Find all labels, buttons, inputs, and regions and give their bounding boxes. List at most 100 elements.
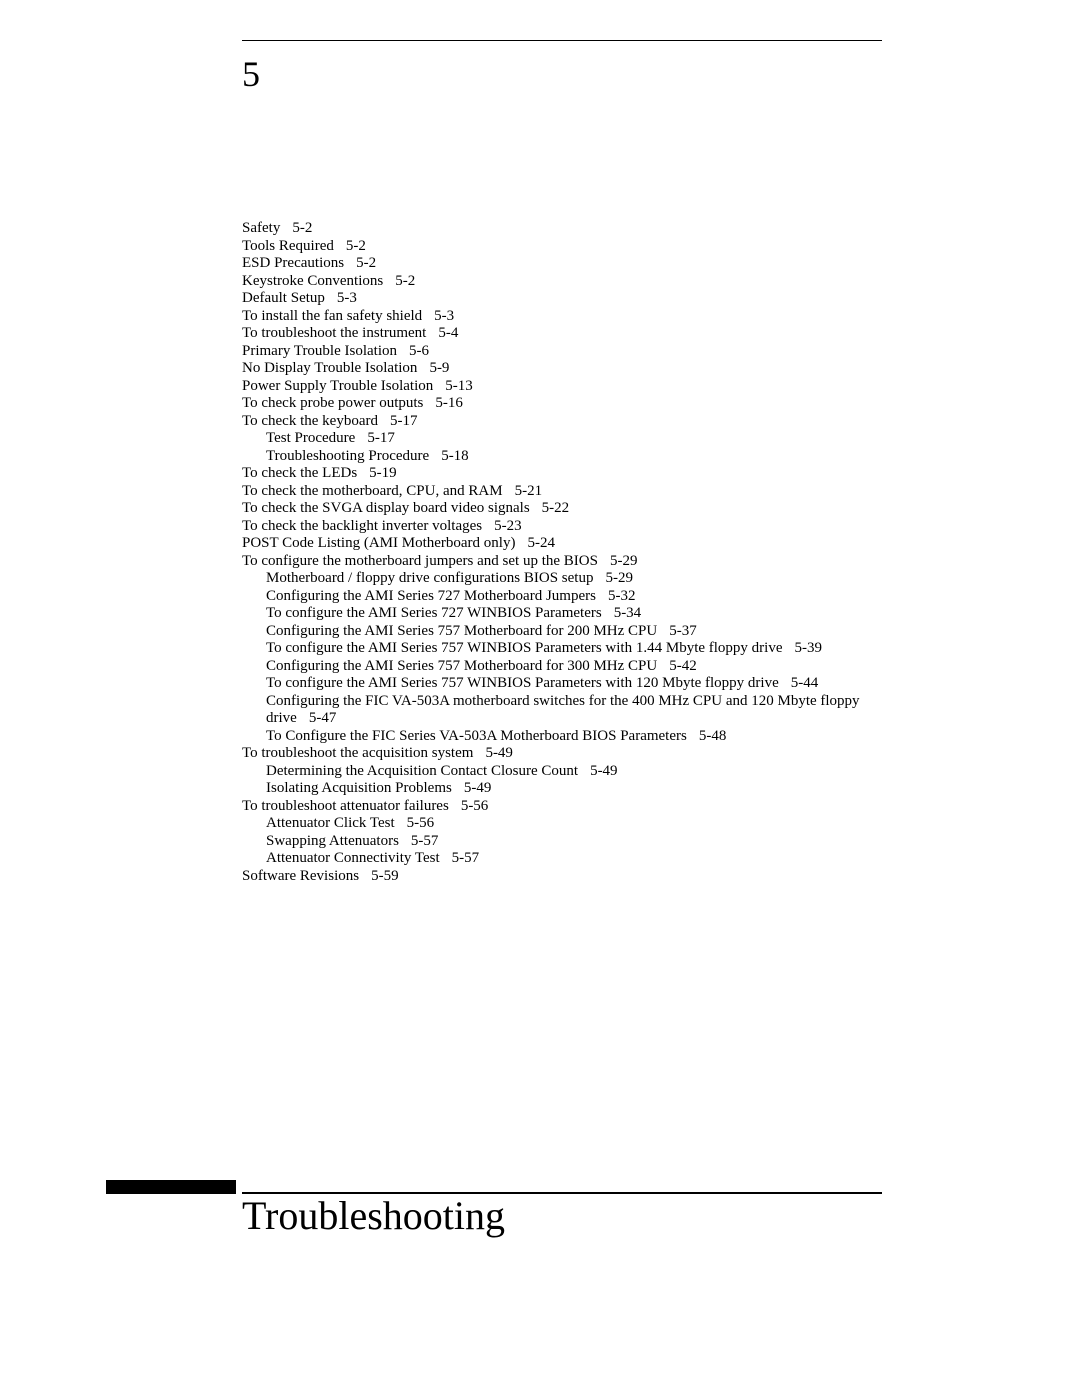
toc-entry: POST Code Listing (AMI Motherboard only)… xyxy=(242,535,882,553)
toc-entry: Attenuator Connectivity Test5-57 xyxy=(242,850,882,868)
toc-entry: To install the fan safety shield5-3 xyxy=(242,308,882,326)
toc-entry: ESD Precautions5-2 xyxy=(242,255,882,273)
toc-entry-page: 5-32 xyxy=(596,588,636,604)
toc-entry-page: 5-49 xyxy=(473,745,513,761)
toc-entry-text: To configure the motherboard jumpers and… xyxy=(242,553,598,569)
toc-entry-page: 5-44 xyxy=(779,675,819,691)
toc-entry-text: ESD Precautions xyxy=(242,255,344,271)
toc-entry: Tools Required5-2 xyxy=(242,238,882,256)
toc-entry-page: 5-19 xyxy=(357,465,397,481)
chapter-title: Troubleshooting xyxy=(242,1192,882,1236)
toc-entry-text: Swapping Attenuators xyxy=(266,833,399,849)
toc-entry-text: To check the motherboard, CPU, and RAM xyxy=(242,483,503,499)
toc-entry-page: 5-9 xyxy=(417,360,449,376)
toc-entry-text: Troubleshooting Procedure xyxy=(266,448,429,464)
toc-entry: Primary Trouble Isolation5-6 xyxy=(242,343,882,361)
toc-entry-page: 5-3 xyxy=(325,290,357,306)
toc-entry: Attenuator Click Test5-56 xyxy=(242,815,882,833)
toc-entry-text: To install the fan safety shield xyxy=(242,308,422,324)
toc-entry: To check probe power outputs5-16 xyxy=(242,395,882,413)
toc-entry-text: To Configure the FIC Series VA-503A Moth… xyxy=(266,728,687,744)
toc-entry-page: 5-3 xyxy=(422,308,454,324)
chapter-number: 5 xyxy=(242,56,260,92)
toc-entry-text: Safety xyxy=(242,220,280,236)
toc-entry-page: 5-39 xyxy=(783,640,823,656)
toc-entry-page: 5-23 xyxy=(482,518,522,534)
toc-entry-page: 5-2 xyxy=(344,255,376,271)
toc-entry: Configuring the AMI Series 757 Motherboa… xyxy=(242,658,882,676)
toc-entry-text: To troubleshoot the acquisition system xyxy=(242,745,473,761)
toc-entry: No Display Trouble Isolation5-9 xyxy=(242,360,882,378)
toc-entry-text: Motherboard / floppy drive configuration… xyxy=(266,570,593,586)
toc-entry-text: Attenuator Click Test xyxy=(266,815,395,831)
toc-entry: To configure the AMI Series 727 WINBIOS … xyxy=(242,605,882,623)
toc-entry-text: Configuring the FIC VA-503A motherboard … xyxy=(266,693,860,727)
toc-entry: Test Procedure5-17 xyxy=(242,430,882,448)
toc-entry: Software Revisions5-59 xyxy=(242,868,882,886)
toc-entry-text: Attenuator Connectivity Test xyxy=(266,850,440,866)
toc-entry-text: To check the keyboard xyxy=(242,413,378,429)
toc-entry: Determining the Acquisition Contact Clos… xyxy=(242,763,882,781)
toc-entry-page: 5-17 xyxy=(355,430,395,446)
toc-entry-page: 5-13 xyxy=(433,378,473,394)
toc-entry-text: To troubleshoot attenuator failures xyxy=(242,798,449,814)
toc-entry: To configure the AMI Series 757 WINBIOS … xyxy=(242,675,882,693)
toc-entry-page: 5-29 xyxy=(593,570,633,586)
toc-entry-text: Configuring the AMI Series 727 Motherboa… xyxy=(266,588,596,604)
toc-entry-page: 5-34 xyxy=(602,605,642,621)
toc-entry-text: Isolating Acquisition Problems xyxy=(266,780,452,796)
toc-entry: Default Setup5-3 xyxy=(242,290,882,308)
toc-entry-page: 5-29 xyxy=(598,553,638,569)
toc-entry-page: 5-37 xyxy=(657,623,697,639)
toc-entry-page: 5-48 xyxy=(687,728,727,744)
toc-entry: Power Supply Trouble Isolation5-13 xyxy=(242,378,882,396)
toc-entry-text: To check the LEDs xyxy=(242,465,357,481)
toc-entry: Configuring the AMI Series 727 Motherboa… xyxy=(242,588,882,606)
header-rule xyxy=(242,40,882,41)
toc-content: Safety5-2Tools Required5-2ESD Precaution… xyxy=(242,220,882,885)
toc-entry-text: To check the SVGA display board video si… xyxy=(242,500,530,516)
toc-entry: Troubleshooting Procedure5-18 xyxy=(242,448,882,466)
toc-entry-text: To check the backlight inverter voltages xyxy=(242,518,482,534)
toc-entry: Motherboard / floppy drive configuration… xyxy=(242,570,882,588)
toc-entry-page: 5-47 xyxy=(297,710,337,726)
toc-entry-page: 5-2 xyxy=(383,273,415,289)
toc-entry-text: To configure the AMI Series 727 WINBIOS … xyxy=(266,605,602,621)
toc-entry: To Configure the FIC Series VA-503A Moth… xyxy=(242,728,882,746)
toc-entry-text: To check probe power outputs xyxy=(242,395,423,411)
toc-entry-text: Tools Required xyxy=(242,238,334,254)
toc-entry: Configuring the FIC VA-503A motherboard … xyxy=(242,693,882,728)
toc-entry: To configure the motherboard jumpers and… xyxy=(242,553,882,571)
toc-entry-page: 5-21 xyxy=(503,483,543,499)
toc-entry-text: Primary Trouble Isolation xyxy=(242,343,397,359)
toc-entry: Swapping Attenuators5-57 xyxy=(242,833,882,851)
toc-entry-page: 5-6 xyxy=(397,343,429,359)
page: 5 Safety5-2Tools Required5-2ESD Precauti… xyxy=(0,0,1080,1397)
toc-entry: Safety5-2 xyxy=(242,220,882,238)
toc-entry-text: No Display Trouble Isolation xyxy=(242,360,417,376)
toc-entry-page: 5-16 xyxy=(423,395,463,411)
toc-entry: To troubleshoot attenuator failures5-56 xyxy=(242,798,882,816)
toc-entry-page: 5-49 xyxy=(578,763,618,779)
toc-entry-page: 5-4 xyxy=(426,325,458,341)
toc-entry: Keystroke Conventions5-2 xyxy=(242,273,882,291)
toc-entry: Isolating Acquisition Problems5-49 xyxy=(242,780,882,798)
toc-entry-text: Default Setup xyxy=(242,290,325,306)
toc-entry: To configure the AMI Series 757 WINBIOS … xyxy=(242,640,882,658)
toc-entry-text: Software Revisions xyxy=(242,868,359,884)
toc-entry-page: 5-2 xyxy=(334,238,366,254)
toc-entry-text: Configuring the AMI Series 757 Motherboa… xyxy=(266,658,657,674)
toc-entry-text: To configure the AMI Series 757 WINBIOS … xyxy=(266,640,783,656)
toc-entry-page: 5-2 xyxy=(280,220,312,236)
toc-entry-page: 5-57 xyxy=(440,850,480,866)
toc-entry: To troubleshoot the instrument5-4 xyxy=(242,325,882,343)
toc-entry-text: Determining the Acquisition Contact Clos… xyxy=(266,763,578,779)
toc-entry-page: 5-18 xyxy=(429,448,469,464)
toc-entry: To check the keyboard5-17 xyxy=(242,413,882,431)
toc-entry-page: 5-56 xyxy=(395,815,435,831)
toc-entry: Configuring the AMI Series 757 Motherboa… xyxy=(242,623,882,641)
toc-entry-page: 5-49 xyxy=(452,780,492,796)
toc-entry-page: 5-17 xyxy=(378,413,418,429)
toc-entry-page: 5-59 xyxy=(359,868,399,884)
toc-entry-text: Keystroke Conventions xyxy=(242,273,383,289)
